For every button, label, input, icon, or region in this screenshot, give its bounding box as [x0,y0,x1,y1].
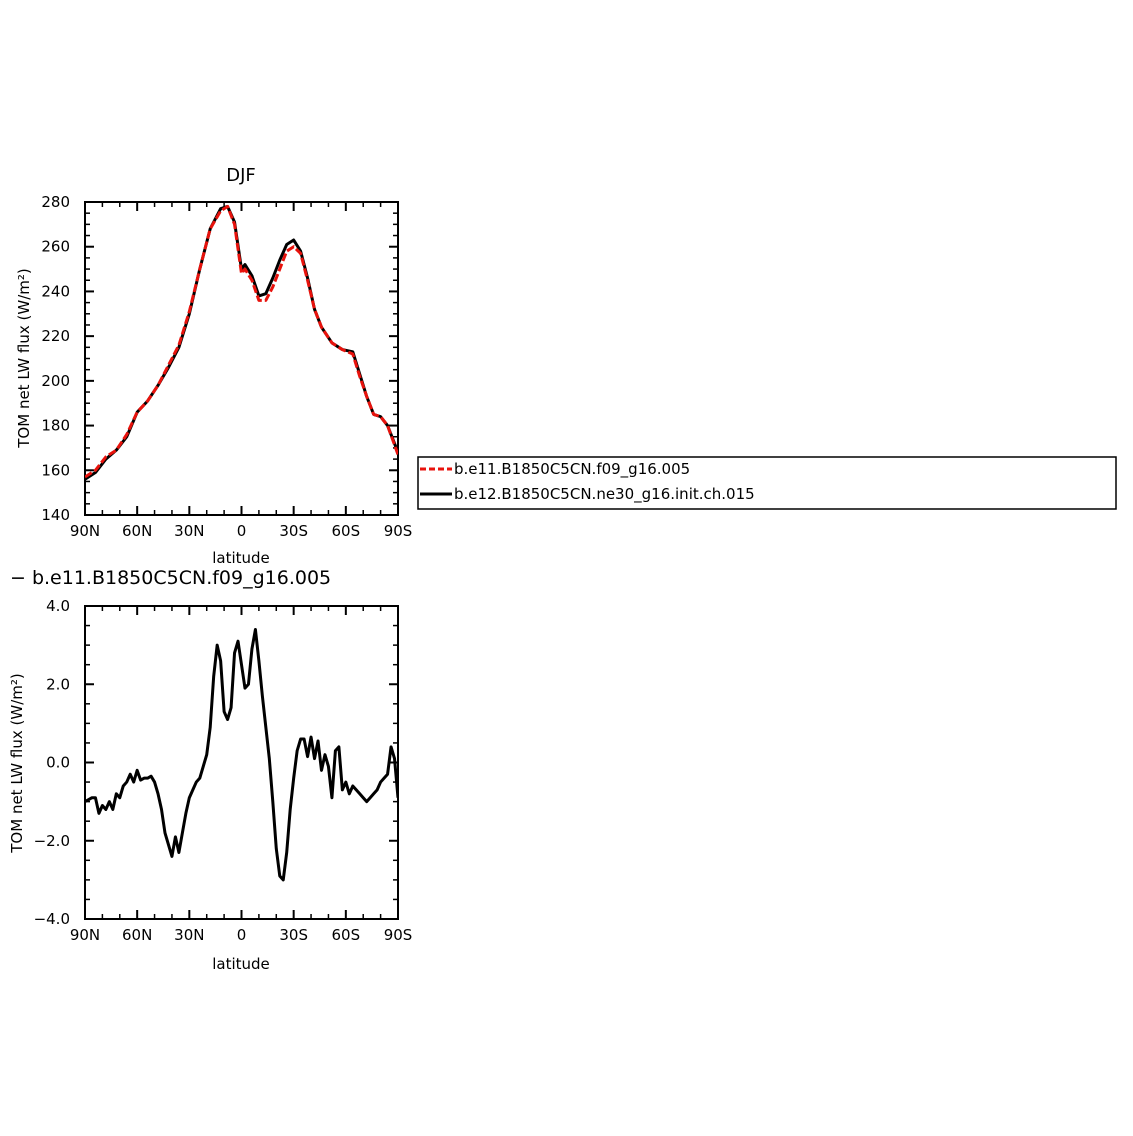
bottom-x-tick-label: 90S [384,926,413,944]
bottom-y-tick-label: 2.0 [46,675,70,693]
top-x-tick-label: 30S [279,522,308,540]
top-plot-area: 90N 60N 30N 0 30S 60S 90S 140 160 180 200 220 240 260… [41,193,412,540]
top-x-tick-label: 90N [70,522,100,540]
bottom-y-tick-label: 4.0 [46,597,70,615]
top-x-tick-label: 60N [122,522,152,540]
top-x-tick-label: 60S [332,522,361,540]
bottom-panel: − b.e11.B1850C5CN.f09_g16.005 90N 60N 30N 0… [8,567,412,973]
top-y-tick-label: 240 [41,282,70,300]
bottom-x-tick-label: 30N [174,926,204,944]
bottom-chart-title: − b.e11.B1850C5CN.f09_g16.005 [10,567,331,589]
bottom-plot-frame [84,605,399,920]
bottom-y-axis-label: TOM net LW flux (W/m²) [8,673,26,853]
top-y-tick-label: 280 [41,193,70,211]
bottom-series-line-1 [85,627,398,882]
bottom-x-axis-label: latitude [212,955,270,973]
top-y-tick-label: 220 [41,327,70,345]
bottom-x-tick-label: 30S [279,926,308,944]
bottom-y-tick-label: 0.0 [46,754,70,772]
bottom-y-tick-label: −2.0 [34,832,70,850]
top-chart-title: DJF [226,165,256,186]
bottom-x-tick-label: 60S [332,926,361,944]
top-panel: DJF 90N 60N 30N 0 30S 60S 90S 140 160 180 200 220 24… [15,165,412,567]
top-series-line-1 [85,204,398,479]
bottom-y-tick-label: −4.0 [34,910,70,928]
top-y-tick-label: 160 [41,461,70,479]
top-x-tick-label: 30N [174,522,204,540]
top-y-tick-label: 140 [41,506,70,524]
top-x-tick-label: 90S [384,522,413,540]
top-plot-frame [84,201,399,516]
legend-label-series-2: b.e12.B1850C5CN.ne30_g16.init.ch.015 [454,485,755,504]
top-y-tick-label: 180 [41,417,70,435]
legend-box [417,456,1117,510]
top-y-axis-label: TOM net LW flux (W/m²) [15,268,33,448]
top-series-line-2 [85,204,398,481]
top-x-tick-label: 0 [237,522,247,540]
legend: b.e11.B1850C5CN.f09_g16.005 b.e12.B1850C… [417,456,1117,510]
top-y-tick-label: 200 [41,372,70,390]
bottom-x-tick-label: 0 [237,926,247,944]
bottom-x-tick-label: 60N [122,926,152,944]
legend-label-series-1: b.e11.B1850C5CN.f09_g16.005 [454,460,690,479]
bottom-plot-area: 90N 60N 30N 0 30S 60S 90S −4.0 −2.0 0.0 2.0 4.0 [34,597,413,944]
bottom-x-tick-label: 90N [70,926,100,944]
top-y-tick-label: 260 [41,238,70,256]
top-x-axis-label: latitude [212,549,270,567]
